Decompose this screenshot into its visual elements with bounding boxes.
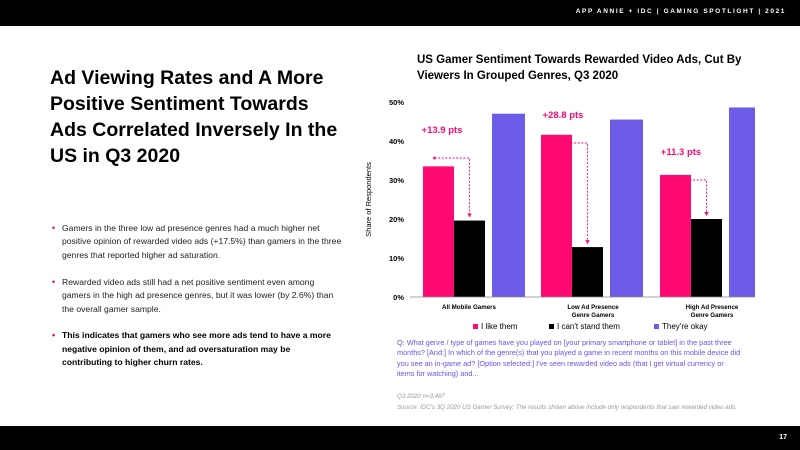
- y-tick-label: 30%: [389, 176, 404, 185]
- page-number: 17: [779, 434, 787, 441]
- bullet-list: Gamers in the three low ad presence genr…: [52, 222, 342, 383]
- legend-swatch: [549, 324, 554, 329]
- annotation-arrowhead: [585, 240, 590, 245]
- annotation-bracket: [552, 142, 588, 242]
- report-header: APP ANNIE + IDC | GAMING SPOTLIGHT | 202…: [575, 8, 786, 15]
- annotation-label: +11.3 pts: [661, 147, 701, 158]
- x-tick-label: Genre Gamers: [691, 312, 734, 319]
- y-tick-label: 20%: [389, 215, 404, 224]
- source-note: Source: IDC's 3Q 2020 US Gamer Survey; T…: [397, 404, 737, 411]
- bar: [423, 166, 454, 297]
- legend-swatch: [654, 324, 659, 329]
- bar: [572, 247, 603, 297]
- bar: [610, 119, 643, 297]
- y-axis-label: Share of Respondents: [364, 162, 373, 237]
- sample-size: Q3 2020 n=3,487: [397, 393, 445, 400]
- annotation-label: +13.9 pts: [422, 125, 463, 136]
- bullet-point: Gamers in the three low ad presence genr…: [52, 222, 342, 262]
- page-title: Ad Viewing Rates and A More Positive Sen…: [50, 67, 338, 167]
- y-tick-label: 40%: [389, 137, 404, 146]
- annotation-dot: [551, 141, 554, 145]
- annotation-dot: [433, 156, 436, 160]
- x-tick-label: High Ad Presence: [686, 304, 739, 311]
- x-tick-label: Genre Gamers: [572, 312, 615, 319]
- bar: [691, 219, 722, 297]
- bar: [660, 174, 691, 297]
- x-tick-label: Low Ad Presence: [567, 304, 619, 311]
- annotation-label: +28.8 pts: [543, 110, 584, 121]
- annotation-arrowhead: [467, 213, 472, 218]
- y-tick-label: 0%: [393, 293, 404, 302]
- bar: [541, 134, 572, 297]
- y-tick-label: 50%: [389, 98, 404, 107]
- chart-title: US Gamer Sentiment Towards Rewarded Vide…: [417, 54, 742, 82]
- bottom-bar: 17: [0, 426, 800, 450]
- legend-label: I like them: [481, 322, 518, 331]
- bar: [454, 220, 485, 297]
- bullet-point-conclusion: This indicates that gamers who see more …: [52, 329, 342, 369]
- legend-swatch: [473, 324, 478, 329]
- annotation-bracket: [671, 179, 707, 213]
- y-tick-label: 10%: [389, 254, 404, 263]
- legend-label: They're okay: [662, 322, 708, 331]
- bar: [729, 107, 755, 298]
- survey-question: Q: What genre / type of games have you p…: [397, 338, 741, 379]
- bar: [492, 113, 525, 297]
- x-tick-label: All Mobile Gamers: [442, 304, 497, 311]
- annotation-bracket: [434, 157, 470, 215]
- bullet-point: Rewarded video ads still had a net posit…: [52, 276, 342, 316]
- annotation-arrowhead: [704, 212, 709, 216]
- bar-chart: 0% 10% 20% 30% 40% 50% Share of Respondents All…: [364, 98, 755, 331]
- top-bar: APP ANNIE + IDC | GAMING SPOTLIGHT | 202…: [0, 0, 800, 26]
- annotation-dot: [670, 178, 673, 182]
- legend-label: I can't stand them: [557, 322, 620, 331]
